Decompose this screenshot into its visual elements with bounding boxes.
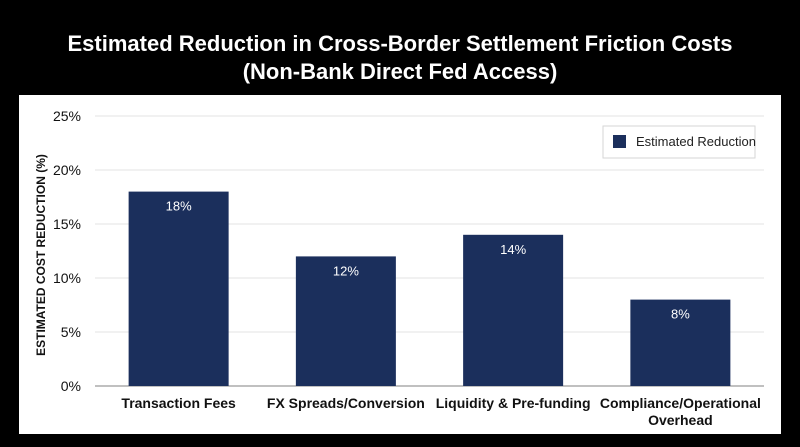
chart-title-block: Estimated Reduction in Cross-Border Sett… [0,30,800,86]
plot-panel: 0% 5% 10% 15% 20% 25% ESTIMATED COST REDUCTION… [19,95,781,434]
data-label: 18% [166,199,192,214]
data-label: 14% [500,242,526,257]
legend-label: Estimated Reduction [636,134,756,149]
y-tick-label: 15% [53,216,81,232]
x-category-label: Transaction Fees [121,395,236,411]
bar [295,256,396,386]
legend-box [602,125,756,159]
y-tick-label: 5% [61,324,81,340]
bar-chart: 0% 5% 10% 15% 20% 25% ESTIMATED COST REDUCTION… [34,108,764,428]
bar [463,234,564,386]
x-category-label: Liquidity & Pre-funding [436,395,591,411]
y-tick-label: 0% [61,378,81,394]
chart-title: Estimated Reduction in Cross-Border Sett… [67,31,733,56]
y-tick-label: 20% [53,162,81,178]
legend-swatch [613,135,626,148]
data-label: 12% [333,263,359,278]
chart-subtitle: (Non-Bank Direct Fed Access) [242,59,558,84]
y-tick-label: 10% [53,270,81,286]
x-category-label: FX Spreads/Conversion [267,395,425,411]
bar [630,299,731,386]
data-label: 8% [671,307,690,322]
y-axis-label: ESTIMATED COST REDUCTION (%) [34,154,48,356]
x-category-label: Overhead [648,412,713,428]
y-tick-label: 25% [53,108,81,124]
x-category-label: Compliance/Operational [600,395,761,411]
bar [128,191,229,386]
